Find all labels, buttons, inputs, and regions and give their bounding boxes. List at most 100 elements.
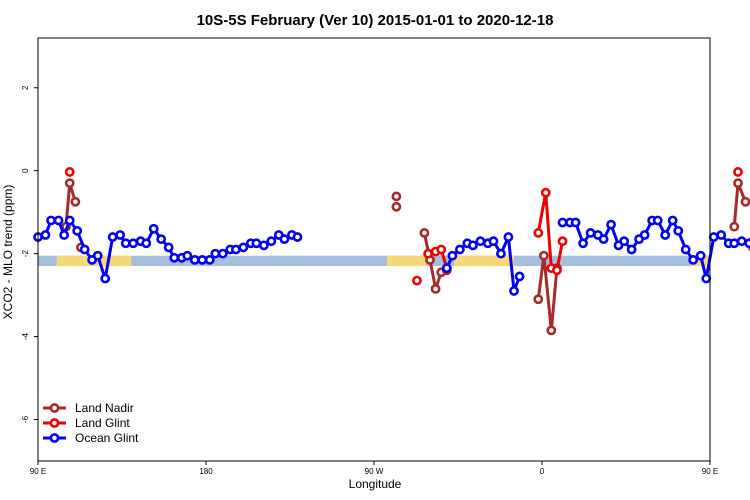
map-land	[454, 255, 514, 267]
data-point	[533, 294, 544, 305]
data-point	[258, 240, 269, 251]
data-point	[503, 232, 514, 242]
legend-marker	[49, 433, 60, 443]
y-tick-label: -6	[21, 415, 30, 423]
data-point	[538, 250, 549, 261]
data-point	[475, 236, 486, 247]
data-point	[695, 250, 706, 261]
data-point	[436, 244, 447, 255]
data-point	[488, 236, 499, 247]
data-point	[163, 242, 174, 253]
data-point	[292, 232, 303, 242]
y-tick-label: -4	[21, 332, 30, 340]
data-point	[733, 178, 743, 189]
x-tick-label: 180	[199, 467, 213, 476]
data-point	[46, 215, 56, 226]
data-point	[64, 178, 75, 189]
data-point	[570, 217, 581, 228]
data-point	[533, 228, 544, 238]
data-point	[266, 236, 277, 247]
data-point	[148, 223, 159, 234]
data-point	[169, 252, 180, 263]
data-point	[423, 248, 434, 259]
data-point	[673, 225, 684, 236]
data-point	[639, 230, 650, 240]
x-tick-label: 90 E	[702, 467, 718, 476]
data-point	[447, 250, 458, 261]
data-point	[430, 283, 441, 294]
data-point	[53, 215, 64, 226]
data-point	[716, 230, 727, 240]
data-point	[585, 228, 596, 238]
series-land-glint	[64, 167, 743, 286]
map-strip	[38, 255, 710, 267]
data-point	[514, 271, 525, 282]
data-point	[79, 244, 90, 255]
data-point	[59, 230, 70, 240]
data-point	[230, 244, 241, 255]
data-point	[64, 167, 75, 177]
data-point	[204, 254, 215, 265]
data-point	[441, 263, 452, 274]
data-point	[40, 230, 51, 240]
data-point	[64, 215, 75, 226]
legend-marker	[49, 403, 60, 413]
data-point	[688, 254, 699, 265]
data-point	[540, 187, 551, 198]
data-point	[740, 196, 750, 207]
legend-marker	[49, 418, 60, 428]
data-point	[141, 238, 152, 249]
data-point	[72, 225, 83, 236]
data-point	[667, 215, 678, 226]
series-ocean-glint	[33, 215, 750, 296]
data-point	[557, 236, 568, 247]
data-point	[189, 254, 200, 265]
x-tick-label: 0	[540, 467, 545, 476]
data-point	[468, 240, 478, 251]
data-point	[70, 196, 81, 207]
data-point	[454, 244, 465, 255]
plot-frame	[37, 37, 711, 462]
legend-label: Land Glint	[75, 416, 130, 430]
x-axis-label: Longitude	[349, 477, 402, 491]
legend-label: Ocean Glint	[75, 431, 139, 445]
axis-layer: 90 E 180 90 W 0 90 E 2 0 -2 -4 -6	[21, 85, 718, 476]
data-point	[120, 238, 131, 249]
data-point	[509, 286, 519, 296]
legend-label: Land Nadir	[75, 401, 134, 415]
data-point	[680, 244, 691, 255]
data-point	[217, 248, 228, 259]
map-land	[387, 255, 427, 267]
data-point	[552, 265, 562, 276]
data-point	[251, 238, 262, 249]
series-land-nadir	[61, 178, 750, 336]
y-axis-label: XCO2 - MLO trend (ppm)	[1, 185, 15, 320]
data-point	[238, 242, 249, 253]
data-point	[598, 234, 609, 245]
data-point	[391, 201, 402, 212]
series-line	[536, 254, 559, 332]
data-point	[92, 250, 103, 261]
data-point	[729, 221, 740, 232]
data-point	[606, 219, 616, 230]
data-point	[546, 325, 557, 336]
data-point	[733, 167, 743, 177]
map-ocean	[38, 255, 710, 267]
data-point	[619, 236, 630, 247]
data-point	[419, 228, 430, 238]
data-point	[652, 215, 663, 226]
data-point	[182, 250, 193, 261]
data-point	[115, 230, 126, 240]
data-point	[279, 234, 290, 245]
data-point	[156, 234, 167, 245]
chart-title: 10S-5S February (Ver 10) 2015-01-01 to 2…	[197, 12, 554, 29]
data-point	[496, 248, 506, 259]
y-tick-label: 2	[21, 85, 30, 90]
data-point	[412, 275, 422, 286]
data-point	[626, 244, 637, 255]
data-point	[210, 248, 221, 259]
data-point	[197, 254, 208, 265]
data-point	[107, 232, 118, 242]
